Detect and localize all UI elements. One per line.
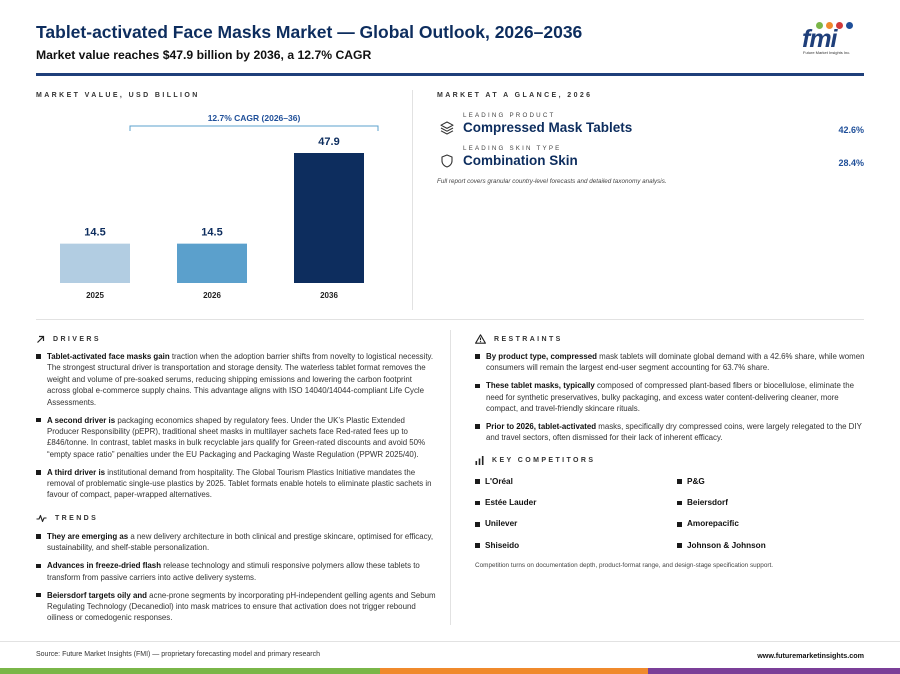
restraint-item-text: mask tablets will dominate global demand… [486, 352, 865, 373]
driver-item-text: institutional demand from hospitality. T… [47, 467, 432, 500]
driver-item: Tablet-activated face masks gain tractio… [36, 351, 436, 408]
restraints-heading: RESTRAINTS [475, 332, 865, 346]
drivers-label: DRIVERS [53, 335, 101, 343]
competitors-grid: L'Oréal P&G Estée Lauder Beiersdorf Unilever… [475, 476, 865, 561]
restraints-label: RESTRAINTS [494, 335, 563, 343]
restraint-item: By product type, compressed mask tablets… [475, 351, 865, 374]
footer-source: Source: Future Market Insights (FMI) — p… [36, 651, 320, 658]
trend-item-text: release technology and stimuli responsiv… [47, 561, 420, 582]
value-label: 14.5 [84, 227, 105, 239]
shield-icon [441, 154, 453, 168]
glance-label: LEADING SKIN TYPE [463, 145, 562, 152]
trend-item-text: acne-prone segments by incorporating pH-… [47, 590, 436, 623]
restraint-item-lead: Prior to 2026, tablet-activated [486, 422, 597, 432]
driver-item-text: traction when the adoption barrier shift… [47, 352, 434, 407]
cagr-bracket [129, 125, 379, 131]
bottom-color-bar [0, 668, 900, 674]
glance-note: Full report covers granular country-leve… [437, 178, 667, 185]
competitor-item: Shiseido [475, 540, 677, 561]
competitor-item: Unilever [475, 518, 677, 539]
bar-2036 [294, 153, 364, 283]
restraint-item-text: composed of compressed plant-based fiber… [486, 381, 854, 414]
header-rule [36, 73, 864, 76]
bar-2025 [60, 243, 130, 283]
page-subtitle: Market value reaches $47.9 billion by 20… [36, 48, 372, 62]
glance-value: Compressed Mask Tablets [463, 120, 633, 135]
competitor-item: P&G [677, 476, 857, 497]
vertical-divider [412, 90, 413, 310]
trends-label: TRENDS [55, 515, 99, 523]
restraint-item: These tablet masks, typically composed o… [475, 380, 865, 414]
driver-item-lead: Tablet-activated face masks gain [47, 352, 170, 361]
glance-label: LEADING PRODUCT [463, 112, 556, 119]
logo-dots [810, 22, 854, 30]
trend-item-lead: They are emerging as [47, 531, 129, 541]
driver-item-lead: A second driver is [47, 415, 116, 425]
restraint-item-text: masks, specifically dry compressed coins… [486, 422, 862, 443]
category-label: 2025 [86, 291, 104, 300]
trend-item: Beiersdorf targets oily and acne-prone s… [36, 590, 436, 624]
restraint-item-lead: By product type, compressed [486, 352, 597, 361]
chart-section-label: MARKET VALUE, USD BILLION [36, 92, 200, 99]
glance-item-leading-skin-type: LEADING SKIN TYPE Combination Skin 28.4% [437, 145, 864, 175]
trend-item-text: a new delivery architecture in both clin… [47, 531, 434, 553]
bar-2026 [177, 243, 247, 283]
trends-list: They are emerging as a new delivery arch… [36, 531, 436, 624]
restraint-item: Prior to 2026, tablet-activated masks, s… [475, 421, 865, 444]
footer-website-link[interactable]: www.futuremarketinsights.com [757, 651, 864, 660]
driver-item: A third driver is institutional demand f… [36, 467, 436, 501]
color-bar-segment [380, 668, 648, 674]
column-divider [450, 330, 451, 625]
category-label: 2036 [320, 291, 338, 300]
value-label: 14.5 [201, 227, 222, 239]
value-label: 47.9 [318, 136, 339, 148]
right-column: RESTRAINTS By product type, compressed m… [475, 332, 865, 569]
competitor-item: Amorepacific [677, 518, 857, 539]
left-column: DRIVERS Tablet-activated face masks gain… [36, 332, 436, 630]
competitor-item: L'Oréal [475, 476, 677, 497]
driver-item-lead: A third driver is [47, 467, 106, 477]
layers-icon [440, 121, 454, 135]
glance-section-label: MARKET AT A GLANCE, 2026 [437, 92, 593, 99]
market-value-chart-panel: 14.5 2025 14.5 2026 47.9 2036 12.7% CAGR (2026… [36, 90, 406, 310]
glance-value: Combination Skin [463, 153, 578, 168]
competitor-item: Estée Lauder [475, 497, 677, 518]
color-bar-segment [0, 668, 380, 674]
glance-share: 28.4% [838, 158, 864, 168]
restraint-item-lead: These tablet masks, typically [486, 381, 595, 391]
color-bar-segment [648, 668, 900, 674]
page-title: Tablet-activated Face Masks Market — Glo… [36, 22, 583, 42]
competitor-item: Beiersdorf [677, 497, 857, 518]
driver-item: A second driver is packaging economics s… [36, 415, 436, 461]
trend-item-lead: Advances in freeze-dried flash [47, 561, 162, 571]
glance-share: 42.6% [838, 125, 864, 135]
arrow-up-right-icon [37, 335, 45, 343]
competitors-heading: KEY COMPETITORS [475, 454, 865, 468]
report-header: Tablet-activated Face Masks Market — Glo… [36, 20, 864, 62]
competitor-item: Johnson & Johnson [677, 540, 857, 561]
competitors-note: Competition turns on documentation depth… [475, 562, 774, 570]
category-label: 2026 [203, 291, 221, 300]
fmi-logo[interactable]: fmi Future Market Insights Inc. [802, 22, 858, 56]
logo-subtext: Future Market Insights Inc. [803, 50, 851, 55]
cagr-annotation: 12.7% CAGR (2026–36) [208, 113, 301, 123]
drivers-list: Tablet-activated face masks gain tractio… [36, 351, 436, 501]
pulse-icon [36, 515, 47, 523]
trend-item-lead: Beiersdorf targets oily and [47, 590, 147, 600]
warning-icon [475, 334, 486, 344]
trends-heading: TRENDS [36, 512, 436, 526]
glance-item-leading-product: LEADING PRODUCT Compressed Mask Tablets … [437, 112, 864, 142]
trend-item: They are emerging as a new delivery arch… [36, 531, 436, 554]
restraints-list: By product type, compressed mask tablets… [475, 351, 865, 444]
driver-item-text: packaging economics shaped by regulatory… [47, 415, 426, 459]
market-value-chart: 14.5 2025 14.5 2026 47.9 2036 12.7% CAGR (2026… [60, 113, 379, 300]
footer-rule [0, 641, 900, 642]
horizontal-divider [36, 319, 864, 320]
bar-chart-icon [475, 456, 484, 466]
trend-item: Advances in freeze-dried flash release t… [36, 560, 436, 583]
logo-wordmark: fmi [802, 25, 837, 53]
competitors-label: KEY COMPETITORS [492, 457, 596, 465]
drivers-heading: DRIVERS [36, 332, 436, 346]
